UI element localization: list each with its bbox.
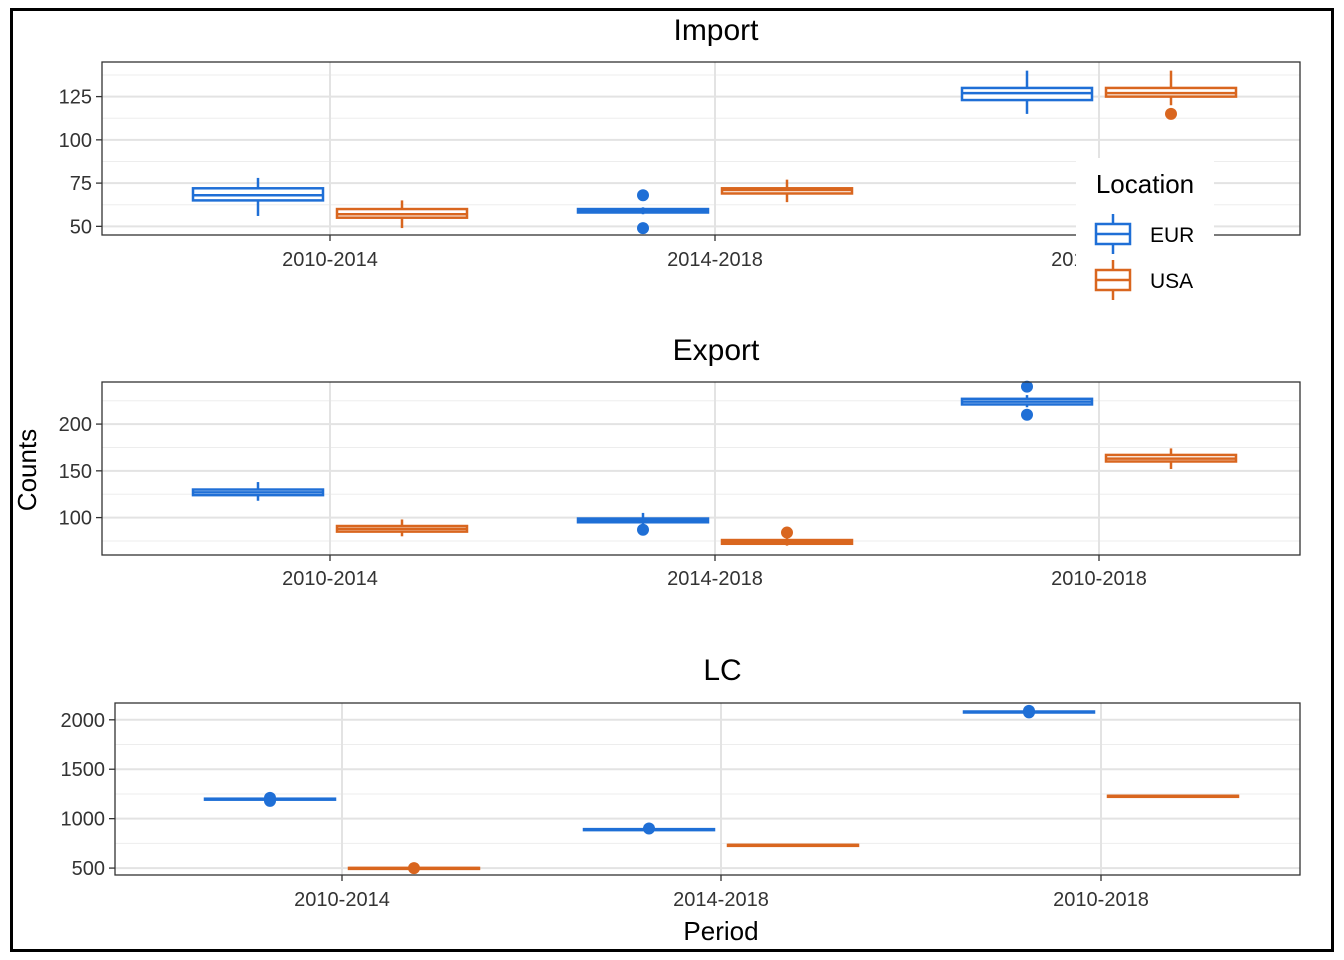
y-tick-label: 150 — [59, 461, 92, 483]
box-eur-2010-2014 — [203, 791, 337, 807]
y-tick-label: 2000 — [61, 710, 106, 732]
x-tick-label: 2014-2018 — [667, 249, 763, 271]
panel-background — [102, 382, 1300, 555]
box-usa-2010-2018 — [1104, 448, 1238, 469]
legend-key-usa — [1094, 260, 1132, 300]
box-usa-2014-2018 — [726, 843, 860, 848]
y-tick-label: 50 — [70, 216, 92, 238]
y-tick-label: 75 — [70, 173, 92, 195]
legend-key-eur — [1094, 214, 1132, 254]
y-tick-label: 1500 — [61, 759, 106, 781]
box-usa-2010-2018 — [1106, 794, 1240, 799]
x-tick-label: 2014-2018 — [667, 568, 763, 590]
box-usa-2014-2018 — [720, 526, 854, 546]
panel-export: 100 150 200 2010-2014 2014-2018 2010-2018 Expo… — [59, 334, 1301, 590]
box-eur-2014-2018 — [582, 822, 716, 835]
y-axis-title: Counts — [12, 429, 42, 511]
box-usa-2010-2018 — [1104, 70, 1238, 120]
panel-border — [114, 702, 1301, 876]
y-tick-label: 100 — [59, 130, 92, 152]
box-eur-2010-2018 — [960, 380, 1094, 421]
outlier-point — [781, 526, 793, 539]
outlier-point — [1021, 380, 1033, 393]
box-usa-2010-2014 — [335, 200, 469, 229]
box-usa-2010-2014 — [335, 519, 469, 537]
legend-label: EUR — [1150, 224, 1194, 247]
x-axis-title: Period — [683, 916, 758, 946]
box-eur-2010-2014 — [191, 177, 325, 216]
box-eur-2010-2014 — [191, 482, 325, 501]
outlier-point — [637, 523, 649, 536]
x-tick-label: 2010-2014 — [294, 889, 390, 911]
legend-title: Location — [1096, 169, 1194, 199]
box-eur-2014-2018 — [576, 189, 710, 235]
outlier-point — [643, 822, 655, 835]
outlier-point — [637, 189, 649, 202]
panel-import: 50751001252010-20142014-20182010-2018Imp… — [59, 14, 1301, 271]
panel-border — [101, 381, 1301, 556]
y-tick-label: 1000 — [61, 809, 106, 831]
y-tick-label: 200 — [59, 414, 92, 436]
x-tick-label: 2010-2014 — [282, 249, 378, 271]
y-tick-label: 500 — [72, 858, 105, 880]
x-tick-label: 2010-2018 — [1051, 568, 1147, 590]
box-eur-2014-2018 — [576, 512, 710, 536]
box-usa-2014-2018 — [720, 179, 854, 203]
legend: Location EUR USA — [1076, 158, 1214, 310]
outlier-point — [264, 794, 276, 807]
panel-title: LC — [703, 654, 741, 687]
legend-label: USA — [1150, 270, 1193, 293]
outlier-point — [1165, 107, 1177, 120]
x-tick-label: 2010-2018 — [1053, 889, 1149, 911]
panel-title: Export — [673, 334, 760, 367]
outlier-point — [1023, 706, 1035, 719]
x-tick-label: 2014-2018 — [673, 889, 769, 911]
outlier-point — [637, 222, 649, 235]
panel-lc: 500 1000 1500 2000 2010-2014 2014-2018 2010-20… — [61, 654, 1301, 911]
box-eur-2010-2018 — [960, 70, 1094, 114]
y-tick-label: 100 — [59, 508, 92, 530]
box-usa-2010-2014 — [347, 862, 481, 875]
y-tick-label: 125 — [59, 87, 92, 109]
outlier-point — [408, 862, 420, 875]
panel-border — [101, 61, 1301, 236]
panel-title: Import — [673, 14, 759, 47]
x-tick-label: 2010-2014 — [282, 568, 378, 590]
outlier-point — [1021, 408, 1033, 421]
panel-background — [115, 703, 1300, 875]
box-eur-2010-2018 — [962, 704, 1096, 719]
